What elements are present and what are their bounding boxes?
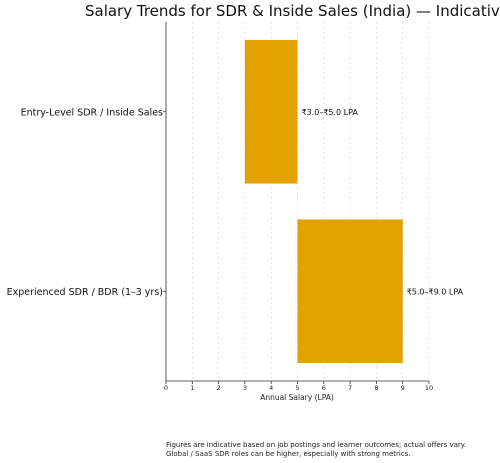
x-tick-label: 10	[425, 384, 433, 392]
bar-value-label: ₹5.0–₹9.0 LPA	[407, 287, 464, 296]
x-tick-label: 1	[190, 384, 194, 392]
category-label: Entry-Level SDR / Inside Sales	[21, 107, 163, 118]
chart-title: Salary Trends for SDR & Inside Sales (In…	[85, 2, 500, 20]
x-tick-label: 0	[164, 384, 168, 392]
bars-layer: ₹3.0–₹5.0 LPA ₹5.0–₹9.0 LPA	[244, 39, 464, 364]
x-tick-label: 4	[269, 384, 273, 392]
category-label: Experienced SDR / BDR (1–3 yrs)	[7, 287, 163, 298]
x-tick-label: 9	[401, 384, 405, 392]
x-tick-label: 3	[243, 384, 247, 392]
axes-layer: Entry-Level SDR / Inside Sales Experience…	[7, 22, 433, 392]
x-tick-label: 7	[348, 384, 352, 392]
x-tick-label: 8	[374, 384, 378, 392]
x-tick-label: 2	[217, 384, 221, 392]
x-tick-label: 5	[295, 384, 299, 392]
bar-value-label: ₹3.0–₹5.0 LPA	[302, 108, 359, 117]
range-bar	[297, 219, 403, 364]
footnote-line-2: Global / SaaS SDR roles can be higher, e…	[166, 450, 411, 458]
x-tick-label: 6	[322, 384, 326, 392]
footnote-line-1: Figures are indicative based on job post…	[166, 441, 467, 449]
range-bar	[244, 39, 298, 184]
footnote: Figures are indicative based on job post…	[166, 441, 496, 459]
x-axis-label: Annual Salary (LPA)	[260, 393, 334, 402]
